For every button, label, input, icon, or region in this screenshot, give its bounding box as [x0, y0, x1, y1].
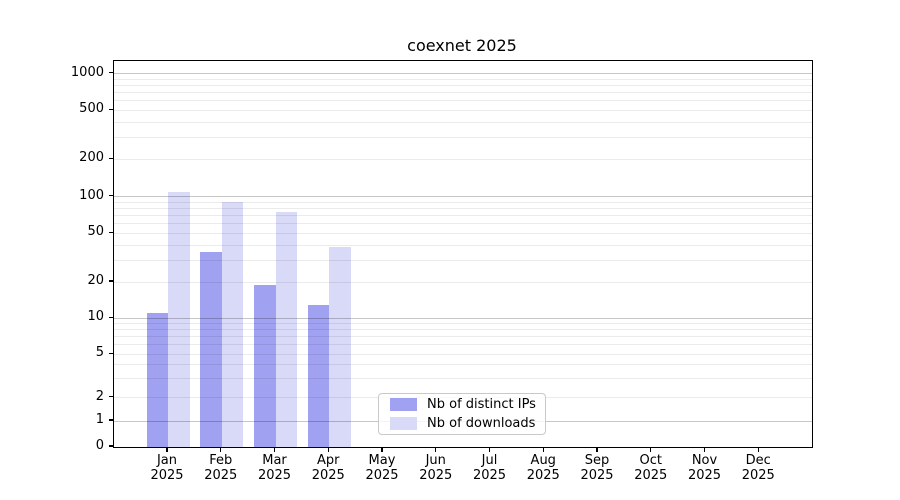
gridline-50: [114, 232, 812, 234]
gridline-30: [114, 259, 812, 261]
x-tick-mark-apr: [327, 447, 329, 452]
legend-label-distinct-ips: Nb of distinct IPs: [427, 397, 536, 412]
bar-downloads-feb: [221, 202, 244, 447]
x-tick-mark-feb: [220, 447, 222, 452]
y-tick-mark-5: [109, 352, 113, 354]
gridline-5: [114, 353, 812, 355]
x-tick-mark-jan: [166, 447, 168, 452]
x-tick-mark-may: [381, 447, 383, 452]
x-tick-mark-dec: [757, 447, 759, 452]
x-tick-mark-mar: [273, 447, 276, 452]
x-tick-label-aug: Aug 2025: [526, 453, 560, 483]
y-tick-label-500: 500: [79, 101, 104, 117]
gridline-40: [114, 244, 812, 246]
y-tick-label-0: 0: [95, 438, 104, 453]
y-tick-label-1000: 1000: [70, 64, 104, 80]
legend-item-distinct-ips: Nb of distinct IPs: [390, 397, 536, 412]
gridline-80: [114, 207, 812, 209]
gridline-100: [114, 196, 812, 198]
x-tick-label-dec: Dec 2025: [741, 453, 775, 483]
x-tick-mark-jun: [435, 447, 437, 452]
y-tick-label-20: 20: [87, 273, 104, 288]
y-tick-mark-10: [109, 316, 113, 318]
y-tick-label-100: 100: [79, 187, 104, 203]
y-tick-label-10: 10: [87, 309, 104, 325]
gridline-500: [114, 109, 812, 111]
x-tick-mark-sep: [596, 447, 598, 452]
plot-area: [113, 60, 813, 448]
x-tick-mark-nov: [703, 447, 706, 452]
x-tick-label-jul: Jul 2025: [472, 453, 507, 483]
bars-layer: [114, 61, 812, 447]
gridline-7: [114, 336, 812, 338]
gridline-6: [114, 344, 812, 346]
legend-swatch-distinct-ips: [390, 398, 417, 411]
y-tick-label-5: 5: [95, 345, 104, 361]
gridline-600: [114, 100, 812, 102]
gridline-8: [114, 329, 812, 331]
gridline-10: [114, 317, 812, 319]
x-tick-mark-aug: [542, 447, 544, 452]
y-tick-mark-1000: [109, 72, 113, 74]
bar-distinct-ips-apr: [307, 304, 330, 447]
gridline-900: [114, 78, 812, 80]
y-tick-mark-2: [109, 396, 113, 398]
legend-item-downloads: Nb of downloads: [390, 416, 536, 431]
bar-distinct-ips-feb: [200, 252, 222, 447]
x-tick-label-jun: Jun 2025: [419, 453, 453, 483]
gridline-3: [114, 377, 812, 379]
legend-label-downloads: Nb of downloads: [427, 416, 536, 431]
bar-distinct-ips-jan: [146, 313, 168, 447]
gridline-70: [114, 215, 812, 217]
gridline-200: [114, 158, 812, 160]
chart-title: coexnet 2025: [407, 36, 517, 55]
bar-downloads-jan: [168, 191, 190, 447]
x-tick-label-nov: Nov 2025: [687, 453, 722, 483]
y-tick-label-50: 50: [87, 224, 104, 240]
x-tick-label-mar: Mar 2025: [257, 453, 292, 483]
bar-downloads-apr: [329, 246, 351, 447]
y-tick-mark-1: [109, 419, 113, 421]
x-tick-label-jan: Jan 2025: [150, 453, 184, 483]
x-tick-label-apr: Apr 2025: [311, 453, 345, 483]
y-tick-mark-20: [109, 280, 113, 282]
gridline-800: [114, 84, 812, 86]
gridline-700: [114, 92, 812, 94]
gridline-1000: [114, 73, 812, 75]
x-tick-label-feb: Feb 2025: [204, 453, 238, 483]
gridline-300: [114, 137, 812, 139]
gridline-60: [114, 223, 812, 225]
bar-downloads-mar: [275, 211, 297, 447]
y-tick-label-200: 200: [79, 150, 104, 166]
legend-swatch-downloads: [390, 417, 417, 430]
gridline-20: [114, 281, 812, 283]
gridlines-layer: [114, 61, 812, 447]
gridline-90: [114, 201, 812, 203]
y-tick-mark-100: [109, 195, 113, 197]
gridline-4: [114, 364, 812, 366]
y-tick-mark-200: [109, 157, 113, 159]
y-tick-mark-50: [109, 231, 113, 233]
gridline-400: [114, 121, 812, 123]
y-tick-mark-0: [109, 445, 113, 447]
x-tick-label-may: May 2025: [365, 453, 399, 483]
x-tick-label-oct: Oct 2025: [634, 453, 668, 483]
x-tick-mark-oct: [650, 447, 652, 452]
y-tick-label-1: 1: [95, 412, 104, 427]
gridline-9: [114, 323, 812, 325]
legend: Nb of distinct IPs Nb of downloads: [378, 393, 546, 435]
bar-distinct-ips-mar: [254, 284, 276, 447]
y-tick-mark-500: [109, 108, 113, 110]
x-tick-mark-jul: [488, 447, 491, 452]
y-tick-label-2: 2: [95, 388, 104, 404]
x-tick-label-sep: Sep 2025: [580, 453, 614, 483]
